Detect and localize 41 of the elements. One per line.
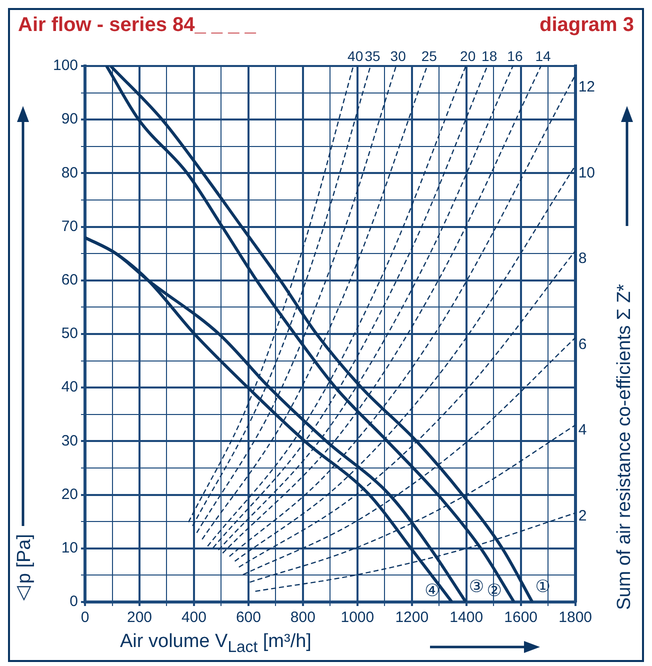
- y2-tick-label: 2: [578, 507, 587, 524]
- x-tick-label: 0: [80, 609, 90, 626]
- series-label: 35: [364, 48, 380, 64]
- chart-title: Air flow - series 84_ _ _ _: [18, 14, 256, 37]
- x-tick-label: 1200: [395, 609, 429, 626]
- series-label: 14: [535, 48, 551, 64]
- y-tick-label: 30: [61, 432, 78, 450]
- y-tick-label: 100: [52, 57, 78, 74]
- x-tick-label: 1400: [450, 609, 484, 626]
- x-tick-label: 400: [181, 609, 206, 626]
- y-tick-label: 10: [61, 540, 78, 557]
- x-tick-label: 1600: [504, 609, 538, 626]
- y-tick-label: 70: [61, 218, 78, 235]
- x-tick-label: 1800: [558, 609, 592, 626]
- series-label: 18: [482, 48, 498, 64]
- x-tick-label: 200: [126, 609, 152, 626]
- x-axis-title: Air volume V$_{Lact}$ [m³/h]: [120, 631, 312, 657]
- y2-tick-label: 4: [578, 422, 587, 439]
- x-tick-label: 800: [290, 609, 316, 626]
- x-tick-label: 600: [236, 609, 261, 626]
- chart-subtitle: diagram 3: [540, 14, 634, 37]
- y2-tick-label: 12: [578, 78, 596, 96]
- x-tick-label: 1000: [340, 609, 374, 626]
- series-label: ③: [468, 576, 484, 597]
- y-tick-label: 80: [61, 164, 78, 182]
- y-tick-label: 20: [61, 486, 78, 503]
- y-tick-label: 50: [61, 325, 78, 342]
- y-tick-label: 0: [70, 593, 78, 610]
- y-tick-label: 60: [61, 272, 78, 289]
- y-axis-title: △p [Pa]: [14, 534, 36, 606]
- series-label: 30: [390, 48, 406, 64]
- series-label: 16: [507, 48, 523, 64]
- y2-tick-label: 8: [578, 250, 587, 268]
- y2-tick-label: 6: [578, 336, 587, 353]
- series-label: 20: [460, 48, 476, 64]
- y-tick-label: 40: [61, 378, 78, 396]
- series-label: 25: [421, 48, 438, 64]
- y2-axis-title: Sum of air resistance co-efficients Σ Z*: [614, 282, 636, 610]
- series-label: 40: [348, 48, 364, 64]
- y2-tick-label: 10: [578, 164, 596, 182]
- y-tick-label: 90: [61, 110, 78, 128]
